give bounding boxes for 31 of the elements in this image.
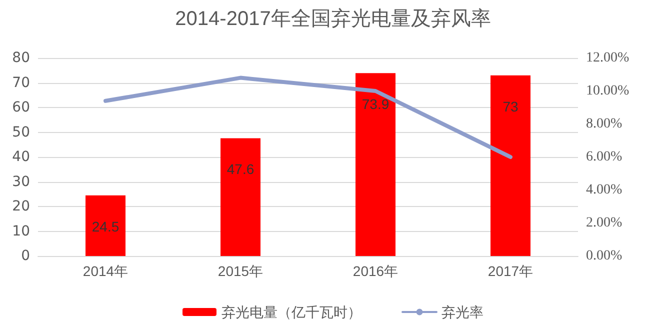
y-tick-label: 0 xyxy=(21,248,30,264)
bar xyxy=(356,73,396,256)
y-tick-label: 60 xyxy=(12,100,30,116)
y-tick-label: 70 xyxy=(12,74,30,91)
chart-title: 2014-2017年全国弃光电量及弃风率 xyxy=(175,7,491,30)
y-tick-label: 50 xyxy=(12,124,30,140)
data-label: 47.6 xyxy=(226,161,254,178)
bar xyxy=(490,75,530,256)
data-label: 24.5 xyxy=(92,218,120,234)
y-tick-label: 20 xyxy=(12,198,30,214)
x-tick-label: 2014年 xyxy=(82,263,128,279)
bar xyxy=(86,195,126,256)
y2-tick-label: 12.00% xyxy=(586,50,630,66)
y-tick-label: 10 xyxy=(12,223,30,240)
y2-tick-label: 10.00% xyxy=(586,84,630,98)
y-tick-label: 80 xyxy=(12,50,30,66)
bar xyxy=(220,138,260,256)
y2-tick-label: 2.00% xyxy=(586,216,622,230)
y2-tick-label: 0.00% xyxy=(586,248,622,264)
y2-tick-label: 8.00% xyxy=(586,116,622,132)
data-label: 73 xyxy=(502,98,518,114)
legend-label: 弃光电量（亿千瓦时） xyxy=(222,304,362,320)
x-tick-label: 2016年 xyxy=(352,263,398,279)
x-tick-label: 2017年 xyxy=(488,263,534,279)
y-tick-label: 40 xyxy=(12,149,30,165)
y2-tick-label: 4.00% xyxy=(586,182,622,198)
y-tick-label: 30 xyxy=(12,174,30,190)
y2-tick-label: 6.00% xyxy=(586,150,622,164)
legend-label: 弃光率 xyxy=(442,304,484,320)
data-label: 73.9 xyxy=(362,96,390,112)
x-tick-label: 2015年 xyxy=(218,263,264,279)
